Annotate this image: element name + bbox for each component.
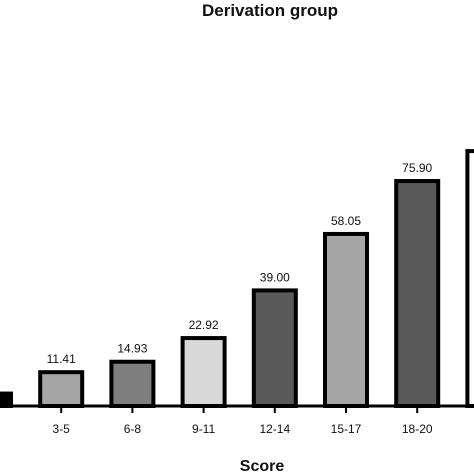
- chart-title: Derivation group: [202, 1, 338, 20]
- bar-15-17: [323, 231, 369, 408]
- bar-12-14: [251, 288, 298, 408]
- x-tick-label: 3-5: [53, 422, 71, 436]
- data-label-3-5: 11.41: [47, 352, 76, 366]
- data-label-18-20: 75.90: [402, 161, 432, 175]
- x-tick-label: 6-8: [124, 422, 142, 436]
- bar-9-11: [180, 336, 227, 409]
- x-tick-label: 15-17: [331, 422, 362, 436]
- x-tick-label: 12-14: [259, 422, 290, 436]
- bar-18-20: [394, 179, 441, 408]
- bar-21-: [465, 149, 474, 408]
- x-ticks-group: [60, 406, 419, 413]
- x-tick-label: 18-20: [402, 422, 433, 436]
- x-tick-label: 9-11: [192, 422, 215, 436]
- data-label-9-11: 22.92: [189, 318, 219, 332]
- data-label-12-14: 39.00: [260, 270, 290, 284]
- data-label-15-17: 58.05: [331, 214, 361, 228]
- bars-group: [0, 149, 474, 409]
- data-label-6-8: 14.93: [117, 342, 147, 356]
- bar-3-5: [38, 370, 85, 408]
- x-axis-label: Score: [240, 458, 285, 474]
- bar-0-2: [0, 391, 13, 409]
- bar-6-8: [109, 359, 156, 408]
